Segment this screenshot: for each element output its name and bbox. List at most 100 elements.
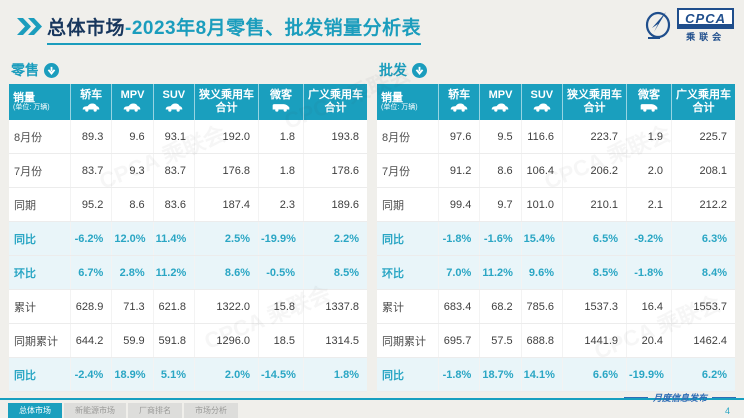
page-title-prefix: 总体市场	[47, 18, 126, 39]
wholesale-cell-mpv: 18.7%	[479, 357, 522, 392]
retail-row-同期累计: 同期累计 644.2 59.9 591.8 1296.0 18.5 1314.5	[9, 323, 367, 358]
wholesale-cell-mpv: 9.5	[479, 120, 522, 154]
cpca-swoosh-icon	[646, 11, 671, 39]
footer-tab-市场分析[interactable]: 市场分析	[184, 403, 238, 418]
retail-cell-suv: 11.4%	[153, 221, 196, 256]
wholesale-cell-broad-pc-total: 1553.7	[671, 289, 735, 324]
retail-cell-sedan: -2.4%	[70, 357, 113, 392]
wholesale-cell-sedan: 97.6	[438, 120, 481, 154]
column-header-sales: 销量 (单位: 万辆)	[9, 84, 71, 120]
row-label: 环比	[377, 255, 439, 290]
wholesale-cell-broad-pc-total: 208.1	[671, 153, 735, 188]
column-header-minibus: 微客	[258, 84, 304, 120]
retail-cell-mpv: 18.9%	[111, 357, 154, 392]
wholesale-cell-minibus: 2.1	[626, 187, 672, 222]
row-label: 7月份	[377, 153, 439, 188]
footer-right: 月度信息发布 4	[624, 391, 736, 416]
retail-cell-mpv: 8.6	[111, 187, 154, 222]
column-header-broad-pc-total: 广义乘用车 合计	[671, 84, 735, 120]
wholesale-cell-minibus: 2.0	[626, 153, 672, 188]
retail-cell-suv: 83.7	[153, 153, 196, 188]
retail-cell-sedan: 89.3	[70, 120, 113, 154]
wholesale-cell-broad-pc-total: 225.7	[671, 120, 735, 154]
retail-cell-broad-pc-total: 178.6	[303, 153, 367, 188]
retail-cell-sedan: 644.2	[70, 323, 113, 358]
wholesale-cell-minibus: 1.9	[626, 120, 672, 154]
retail-cell-minibus: 2.3	[258, 187, 304, 222]
slide-footer: 总体市场 新能源市场 厂商排名 市场分析 月度信息发布 4	[0, 393, 744, 418]
footer-tab-新能源市场[interactable]: 新能源市场	[64, 403, 126, 418]
row-label: 同期	[9, 187, 71, 222]
retail-cell-suv: 11.2%	[153, 255, 196, 290]
wholesale-cell-sedan: 91.2	[438, 153, 481, 188]
retail-row-同比: 同比 -6.2% 12.0% 11.4% 2.5% -19.9% 2.2%	[9, 221, 367, 256]
footer-nav-tabs: 总体市场 新能源市场 厂商排名 市场分析	[8, 403, 744, 418]
row-label: 环比	[9, 255, 71, 290]
footer-tab-厂商排名[interactable]: 厂商排名	[128, 403, 182, 418]
cpca-logo-text: CPCA	[677, 8, 734, 29]
retail-table: 销量 (单位: 万辆) 轿车 MPV SUV 狭义乘用车 合计 微客 广义乘用车 合计 8月份 89…	[9, 84, 367, 392]
retail-label: 零售	[11, 62, 39, 78]
page-number: 4	[724, 406, 730, 416]
page-title: 总体市场-2023年8月零售、批发销量分析表	[47, 13, 422, 45]
row-label: 7月份	[9, 153, 71, 188]
wholesale-cell-sedan: 683.4	[438, 289, 481, 324]
retail-section-label: 零售	[11, 60, 367, 80]
retail-cell-minibus: 15.8	[258, 289, 304, 324]
column-header-narrow-pc-total: 狭义乘用车 合计	[194, 84, 259, 120]
wholesale-cell-narrow-pc-total: 1441.9	[562, 323, 627, 358]
wholesale-table: 销量 (单位: 万辆) 轿车 MPV SUV 狭义乘用车 合计 微客 广义乘用车 合计 8月份 97…	[377, 84, 735, 392]
retail-cell-narrow-pc-total: 187.4	[194, 187, 259, 222]
sedan-icon	[450, 103, 468, 112]
retail-cell-broad-pc-total: 8.5%	[303, 255, 367, 290]
retail-cell-mpv: 9.6	[111, 120, 154, 154]
wholesale-label: 批发	[379, 62, 407, 78]
retail-row-同比: 同比 -2.4% 18.9% 5.1% 2.0% -14.5% 1.8%	[9, 357, 367, 392]
wholesale-cell-suv: 15.4%	[521, 221, 564, 256]
row-label: 8月份	[377, 120, 439, 154]
wholesale-cell-suv: 106.4	[521, 153, 564, 188]
down-arrow-icon	[412, 62, 427, 78]
retail-cell-narrow-pc-total: 1296.0	[194, 323, 259, 358]
wholesale-row-同期累计: 同期累计 695.7 57.5 688.8 1441.9 20.4 1462.4	[377, 323, 735, 358]
wholesale-row-累计: 累计 683.4 68.2 785.6 1537.3 16.4 1553.7	[377, 289, 735, 324]
retail-cell-broad-pc-total: 1314.5	[303, 323, 367, 358]
wholesale-cell-narrow-pc-total: 8.5%	[562, 255, 627, 290]
retail-cell-narrow-pc-total: 192.0	[194, 120, 259, 154]
row-label: 同期累计	[9, 323, 71, 358]
wholesale-cell-mpv: 57.5	[479, 323, 522, 358]
wholesale-cell-mpv: 9.7	[479, 187, 522, 222]
wholesale-cell-sedan: -1.8%	[438, 221, 481, 256]
retail-row-8月份: 8月份 89.3 9.6 93.1 192.0 1.8 193.8	[9, 120, 367, 154]
column-header-narrow-pc-total: 狭义乘用车 合计	[562, 84, 627, 120]
retail-cell-mpv: 71.3	[111, 289, 154, 324]
retail-cell-suv: 5.1%	[153, 357, 196, 392]
column-header-sales: 销量 (单位: 万辆)	[377, 84, 439, 120]
retail-cell-broad-pc-total: 1.8%	[303, 357, 367, 392]
wholesale-cell-minibus: -9.2%	[626, 221, 672, 256]
cpca-logo-text-block: CPCA 乘联会	[677, 8, 734, 43]
row-label: 同期	[377, 187, 439, 222]
cpca-logo: CPCA 乘联会	[644, 8, 734, 43]
footer-tab-总体市场[interactable]: 总体市场	[8, 403, 62, 418]
row-label: 同期累计	[377, 323, 439, 358]
retail-cell-suv: 93.1	[153, 120, 196, 154]
wholesale-row-8月份: 8月份 97.6 9.5 116.6 223.7 1.9 225.7	[377, 120, 735, 154]
tables-row: 零售 销量 (单位: 万辆) 轿车 MPV SUV 狭义乘用车 合计 微客 广义乘用车 合计 8月…	[0, 60, 744, 392]
retail-cell-broad-pc-total: 189.6	[303, 187, 367, 222]
suv-icon	[165, 103, 183, 112]
retail-cell-minibus: 1.8	[258, 120, 304, 154]
retail-cell-narrow-pc-total: 1322.0	[194, 289, 259, 324]
retail-cell-suv: 83.6	[153, 187, 196, 222]
column-header-sedan: 轿车	[70, 84, 113, 120]
wholesale-section-label: 批发	[379, 60, 735, 80]
retail-cell-minibus: -19.9%	[258, 221, 304, 256]
retail-cell-narrow-pc-total: 2.0%	[194, 357, 259, 392]
row-label: 同比	[377, 221, 439, 256]
retail-cell-sedan: 628.9	[70, 289, 113, 324]
column-header-mpv: MPV	[111, 84, 154, 120]
wholesale-cell-narrow-pc-total: 206.2	[562, 153, 627, 188]
retail-row-累计: 累计 628.9 71.3 621.8 1322.0 15.8 1337.8	[9, 289, 367, 324]
retail-cell-minibus: -0.5%	[258, 255, 304, 290]
